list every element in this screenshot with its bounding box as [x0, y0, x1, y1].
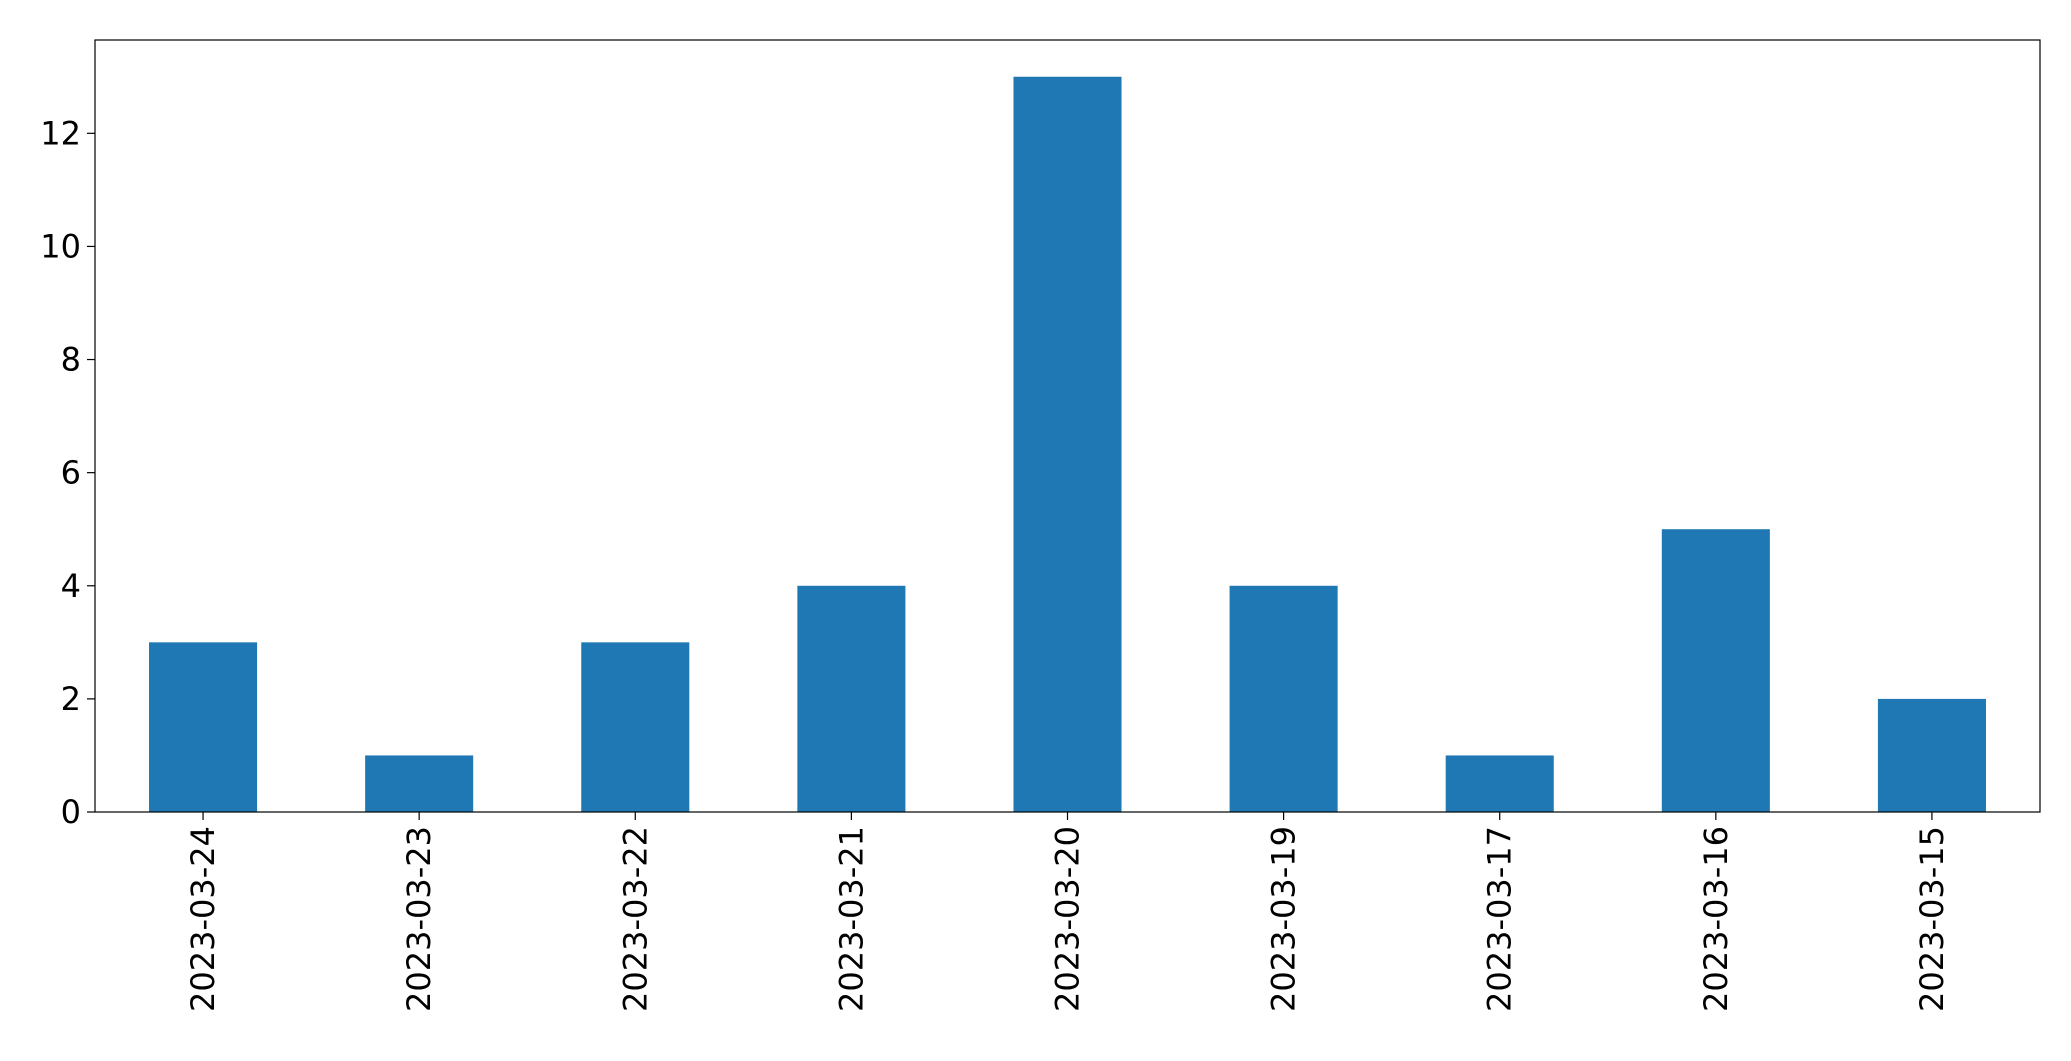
bar-2023-03-19: [1229, 585, 1338, 812]
x-tick-label-2023-03-19: 2023-03-19: [1265, 826, 1303, 1012]
x-tick-label-2023-03-17: 2023-03-17: [1481, 826, 1519, 1012]
y-tick-label-4: 4: [61, 567, 81, 605]
x-tick-label-2023-03-22: 2023-03-22: [616, 826, 654, 1012]
x-tick-label-2023-03-21: 2023-03-21: [832, 826, 870, 1012]
y-tick-label-8: 8: [61, 341, 81, 379]
y-tick-label-10: 10: [40, 227, 81, 265]
x-tick-label-2023-03-23: 2023-03-23: [400, 826, 438, 1012]
x-tick-label-2023-03-20: 2023-03-20: [1049, 826, 1087, 1012]
y-tick-label-2: 2: [61, 680, 81, 718]
x-tick-label-2023-03-24: 2023-03-24: [184, 826, 222, 1012]
bar-2023-03-24: [149, 642, 258, 812]
bar-2023-03-21: [797, 585, 906, 812]
y-tick-label-12: 12: [40, 114, 81, 152]
bar-2023-03-15: [1877, 698, 1986, 812]
y-tick-label-6: 6: [61, 454, 81, 492]
plot-area: 0 2 4 6 8 10 12 2023-03-24 2023-03-23 2023-03-22 2…: [40, 39, 2041, 1012]
bar-2023-03-20: [1013, 76, 1122, 812]
bar-2023-03-16: [1661, 529, 1770, 812]
y-tick-label-0: 0: [61, 793, 81, 831]
bar-2023-03-17: [1445, 755, 1554, 812]
bar-2023-03-23: [365, 755, 474, 812]
bar-2023-03-22: [581, 642, 690, 812]
x-tick-label-2023-03-16: 2023-03-16: [1697, 826, 1735, 1012]
x-tick-label-2023-03-15: 2023-03-15: [1913, 826, 1951, 1012]
